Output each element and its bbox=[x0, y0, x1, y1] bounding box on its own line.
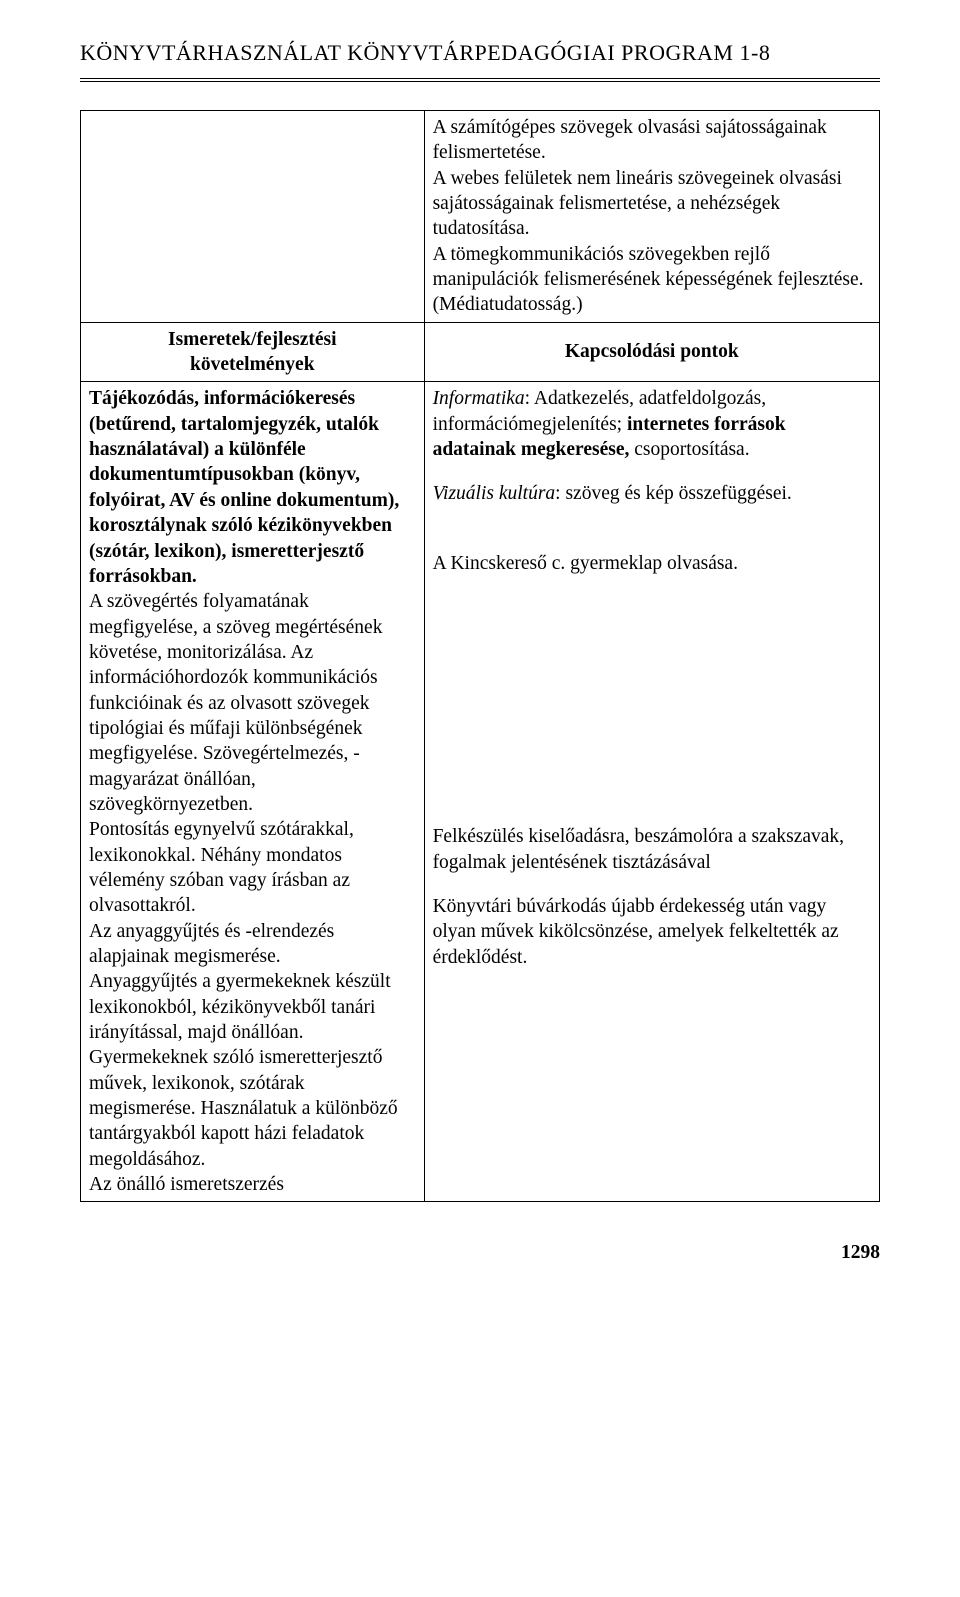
bold-text: Tájékozódás, információkeresés (betűrend… bbox=[89, 388, 399, 586]
spacer bbox=[433, 875, 871, 894]
header-rule bbox=[80, 78, 880, 82]
paragraph: Felkészülés kiselőadásra, beszámolóra a … bbox=[433, 824, 871, 875]
left-header-cell: Ismeretek/fejlesztési követelmények bbox=[81, 322, 425, 382]
text: csoportosítása. bbox=[629, 439, 749, 460]
empty-cell bbox=[81, 111, 425, 323]
table-row: A számítógépes szövegek olvasási sajátos… bbox=[81, 111, 880, 323]
paragraph: Pontosítás egynyelvű szótárakkal, lexiko… bbox=[89, 817, 416, 918]
text: : szöveg és kép összefüggései. bbox=[555, 483, 792, 504]
content-table: A számítógépes szövegek olvasási sajátos… bbox=[80, 110, 880, 1202]
text: Ismeretek/fejlesztési bbox=[89, 327, 416, 352]
paragraph: A tömegkommunikációs szövegekben rejlő m… bbox=[433, 242, 871, 318]
italic-text: Informatika bbox=[433, 388, 525, 409]
page-number: 1298 bbox=[80, 1242, 880, 1264]
right-header-cell: Kapcsolódási pontok bbox=[424, 322, 879, 382]
paragraph: Anyaggyűjtés a gyermekeknek készült lexi… bbox=[89, 969, 416, 1045]
spacer bbox=[433, 462, 871, 481]
page-header-title: KÖNYVTÁRHASZNÁLAT KÖNYVTÁRPEDAGÓGIAI PRO… bbox=[80, 40, 880, 66]
text: Kapcsolódási pontok bbox=[565, 341, 739, 362]
paragraph: Az anyaggyűjtés és -elrendezés alapjaina… bbox=[89, 919, 416, 970]
intro-cell: A számítógépes szövegek olvasási sajátos… bbox=[424, 111, 879, 323]
spacer bbox=[433, 576, 871, 824]
paragraph: A számítógépes szövegek olvasási sajátos… bbox=[433, 115, 871, 166]
paragraph: Informatika: Adatkezelés, adatfeldolgozá… bbox=[433, 386, 871, 462]
paragraph: Vizuális kultúra: szöveg és kép összefüg… bbox=[433, 481, 871, 506]
paragraph: A szövegértés folyamatának megfigyelése,… bbox=[89, 589, 416, 817]
paragraph: Gyermekeknek szóló ismeretterjesztő műve… bbox=[89, 1045, 416, 1172]
right-content-cell: Informatika: Adatkezelés, adatfeldolgozá… bbox=[424, 382, 879, 1202]
paragraph: A Kincskereső c. gyermeklap olvasása. bbox=[433, 551, 871, 576]
table-row: Tájékozódás, információkeresés (betűrend… bbox=[81, 382, 880, 1202]
italic-text: Vizuális kultúra bbox=[433, 483, 556, 504]
text: követelmények bbox=[89, 352, 416, 377]
spacer bbox=[433, 507, 871, 551]
paragraph: Könyvtári búvárkodás újabb érdekesség ut… bbox=[433, 894, 871, 970]
paragraph: Az önálló ismeretszerzés bbox=[89, 1172, 416, 1197]
left-content-cell: Tájékozódás, információkeresés (betűrend… bbox=[81, 382, 425, 1202]
table-row: Ismeretek/fejlesztési követelmények Kapc… bbox=[81, 322, 880, 382]
paragraph: A webes felületek nem lineáris szövegein… bbox=[433, 166, 871, 242]
